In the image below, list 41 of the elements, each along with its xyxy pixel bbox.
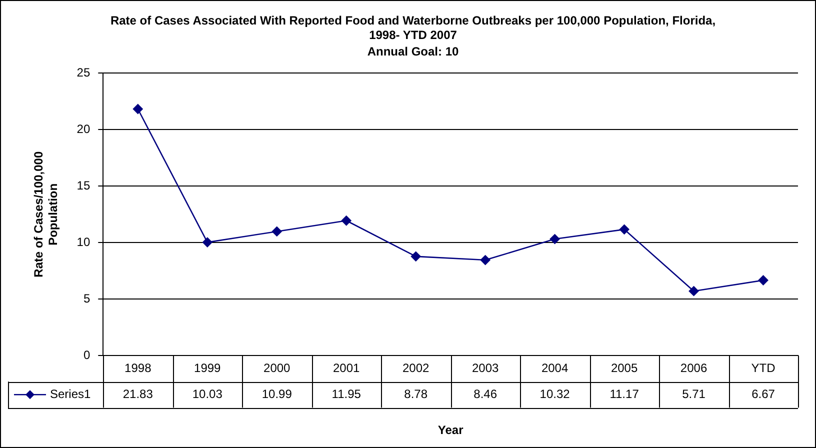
- x-tick-label: 2000: [264, 360, 291, 375]
- y-tick-label: 15: [76, 178, 90, 192]
- legend-label: Series1: [50, 386, 92, 401]
- point: [132, 104, 143, 114]
- point: [410, 251, 421, 262]
- point: [341, 216, 352, 226]
- data-label: 11.95: [332, 386, 362, 401]
- y-tick-label: 20: [76, 122, 90, 136]
- x-tick-label: 2002: [402, 360, 430, 375]
- data-label: 5.71: [682, 386, 706, 401]
- x-tick-label: 2003: [472, 360, 499, 375]
- x-tick-label: 2005: [610, 360, 638, 375]
- point: [550, 234, 560, 244]
- data-label: 6.67: [752, 386, 776, 401]
- point: [619, 224, 630, 234]
- data-label: 10.99: [262, 386, 292, 401]
- data-label: 11.17: [610, 386, 640, 401]
- chart-title: Rate of Cases Associated With Reported Food and Waterborne Outbreaks per 100,000 Population, Florida, 1998- YTD 2007: [110, 14, 716, 42]
- data-label: 8.78: [404, 386, 428, 401]
- y-tick-label: 5: [83, 291, 90, 306]
- data-label: 21.83: [122, 386, 154, 401]
- y-tick-label: 0: [83, 348, 90, 362]
- point: [688, 286, 699, 296]
- x-tick-label: 1999: [194, 360, 222, 375]
- y-axis-title: Rate of Cases/100,000 Population: [32, 151, 60, 278]
- point: [272, 226, 282, 236]
- y-tick-label: 25: [76, 66, 90, 80]
- x-tick-label: 2006: [680, 360, 708, 375]
- point: [202, 237, 212, 248]
- point: [758, 275, 768, 286]
- x-tick-label: YTD: [751, 360, 776, 375]
- data-label: 8.46: [474, 386, 498, 401]
- x-axis-title: Year: [438, 423, 464, 438]
- point: [480, 255, 490, 266]
- data-label: 10.03: [192, 386, 223, 401]
- x-tick-label: 2004: [541, 360, 568, 375]
- data-label: 10.32: [540, 386, 570, 401]
- x-tick-label: 1998: [124, 360, 152, 375]
- y-tick-label: 10: [76, 234, 90, 249]
- x-tick-label: 2001: [332, 360, 360, 375]
- chart-subtitle: Annual Goal: 10: [367, 44, 459, 58]
